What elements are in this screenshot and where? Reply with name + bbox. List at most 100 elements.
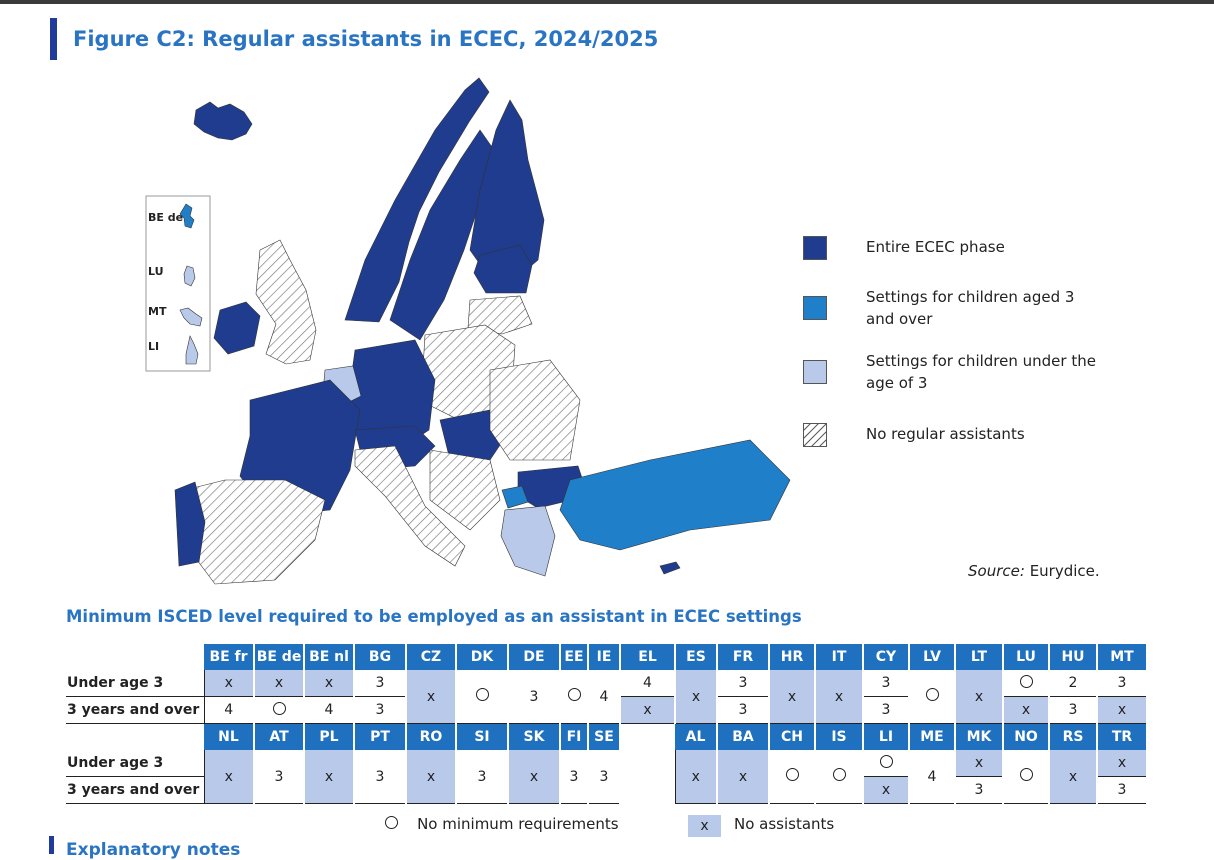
country-header: FR: [717, 644, 770, 670]
circle-icon: [1019, 768, 1033, 781]
portugal-region: [174, 481, 206, 567]
country-header: MT: [1097, 644, 1148, 670]
value-cell: x: [768, 670, 816, 724]
country-header: PL: [304, 723, 355, 750]
empty-header: [620, 723, 675, 750]
country-header: DE: [508, 644, 561, 670]
value-cell-under3: 3: [862, 670, 910, 697]
value-cell-over3: [253, 696, 305, 724]
value-cell-under3: x: [303, 670, 355, 697]
value-cell-over3: 3: [353, 696, 407, 724]
country-header: MK: [955, 723, 1004, 750]
legend-label-none: No regular assistants: [866, 425, 1025, 443]
value-cell: [455, 670, 509, 724]
balkans-region: [429, 449, 501, 531]
empty-cell: [619, 750, 676, 804]
circle-icon: [785, 768, 799, 781]
country-header: DK: [456, 644, 509, 670]
country-header: RS: [1049, 723, 1098, 750]
country-header: LT: [955, 644, 1004, 670]
value-cell: x: [507, 750, 561, 804]
value-cell: x: [405, 750, 457, 804]
value-cell-over3: 4: [303, 696, 355, 724]
inset-be-de-shape: [179, 203, 195, 229]
value-cell: 3: [587, 750, 621, 804]
value-cell: 3: [507, 670, 561, 724]
row-label-over3: 3 years and over: [66, 696, 204, 724]
turkey-region: [559, 439, 791, 551]
legend-swatch-entire: [803, 236, 827, 260]
value-cell: x: [716, 750, 770, 804]
value-cell-under3: 4: [619, 670, 676, 697]
header-spacer: [66, 724, 204, 751]
baltic-hatched-region: [467, 295, 533, 335]
country-header: BG: [354, 644, 407, 670]
ireland-region: [213, 301, 261, 355]
circle-icon: [385, 816, 398, 829]
value-cell-under3: x: [253, 670, 305, 697]
value-cell-under3: x: [1096, 750, 1148, 777]
greece-region: [500, 505, 556, 577]
country-header: CZ: [406, 644, 457, 670]
value-cell-under3: x: [954, 750, 1004, 777]
source-value: Eurydice.: [1029, 562, 1100, 580]
legend-swatch-under3: [803, 360, 827, 384]
value-cell: [814, 750, 864, 804]
italy-region: [354, 445, 466, 567]
country-header: ME: [909, 723, 956, 750]
source-note: Source: Eurydice.: [968, 562, 1100, 580]
value-cell: 3: [253, 750, 305, 804]
iceland-region: [193, 101, 253, 141]
value-cell-over3: 3: [716, 696, 770, 724]
key-no-assistants: No assistants: [734, 815, 835, 833]
circle-icon: [567, 688, 581, 701]
table-subtitle: Minimum ISCED level required to be emplo…: [66, 607, 802, 626]
value-cell: x: [303, 750, 355, 804]
row-label-under3: Under age 3: [66, 750, 204, 777]
country-header: HR: [769, 644, 816, 670]
isced-table: BE fr BE de BE nl BG CZ DK DE EE IE EL ES FR HR IT CY L…: [66, 644, 1148, 804]
country-header: BA: [717, 723, 770, 750]
inset-lu-shape: [183, 265, 196, 287]
country-header: IS: [815, 723, 864, 750]
inset-label-lu: LU: [148, 265, 164, 278]
country-header: HU: [1049, 644, 1098, 670]
value-cell: x: [674, 750, 718, 804]
value-cell: x: [203, 750, 255, 804]
circle-icon: [475, 688, 489, 701]
country-header: BE fr: [204, 644, 255, 670]
value-cell-over3: 4: [203, 696, 255, 724]
inset-mt-shape: [179, 307, 203, 327]
country-header: IT: [815, 644, 864, 670]
norway-region: [344, 77, 490, 323]
value-cell-over3: x: [619, 696, 676, 724]
value-cell: x: [814, 670, 864, 724]
country-header: IE: [588, 644, 621, 670]
title-accent-bar: [50, 18, 57, 60]
value-cell: [908, 670, 956, 724]
value-cell-under3: 3: [1096, 670, 1148, 697]
country-header: LI: [863, 723, 910, 750]
value-cell-under3: 3: [716, 670, 770, 697]
value-cell: x: [1048, 750, 1098, 804]
inset-box: [145, 195, 211, 372]
country-header: ES: [675, 644, 718, 670]
country-header: SE: [588, 723, 621, 750]
country-header: BE nl: [304, 644, 355, 670]
value-cell: 3: [559, 750, 589, 804]
country-header: SI: [456, 723, 509, 750]
value-cell-over3: 3: [954, 776, 1004, 804]
country-header: RO: [406, 723, 457, 750]
legend-label-aged3: Settings for children aged 3 and over: [866, 288, 1075, 328]
country-header: FI: [560, 723, 589, 750]
value-cell-under3: 3: [353, 670, 407, 697]
country-header: NL: [204, 723, 255, 750]
cyprus-region: [659, 561, 681, 575]
value-cell-under3: x: [203, 670, 255, 697]
inset-label-mt: MT: [148, 305, 167, 318]
legend-swatch-aged3: [803, 296, 827, 320]
inset-label-be-de: BE de: [148, 211, 183, 224]
circle-icon: [832, 768, 846, 781]
value-cell: x: [954, 670, 1004, 724]
value-cell-over3: x: [1002, 696, 1050, 724]
